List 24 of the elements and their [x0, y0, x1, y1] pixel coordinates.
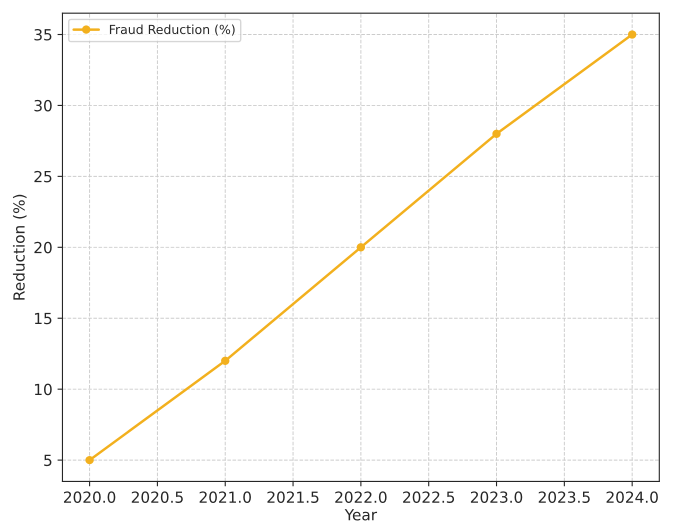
y-tick-label: 20 — [34, 242, 52, 254]
point — [628, 30, 636, 39]
y-tick-label: 10 — [34, 384, 52, 396]
x-tick-label: 2021.5 — [267, 491, 318, 503]
x-tick-label: 2023.0 — [470, 491, 522, 503]
x-tick-label: 2024.0 — [606, 491, 658, 503]
x-tick-label: 2020.5 — [132, 491, 183, 503]
y-tick-label: 5 — [44, 454, 52, 466]
point — [85, 456, 94, 464]
point — [492, 130, 501, 138]
y-tick-label: 30 — [34, 100, 52, 112]
y-axis-title: Reduction (%) — [12, 194, 27, 300]
legend-label: Fraud Reduction (%) — [110, 24, 235, 36]
x-tick-label: 2023.5 — [538, 491, 590, 503]
y-tick-label: 35 — [34, 28, 52, 41]
x-axis-title: Year — [344, 509, 378, 520]
x-tick-label: 2020.0 — [64, 491, 116, 503]
point — [221, 356, 230, 365]
y-tick-label: 25 — [34, 170, 52, 182]
x-tick-label: 2021.0 — [200, 491, 251, 503]
point — [356, 243, 366, 252]
y-tick-label: 15 — [34, 312, 52, 324]
x-tick-label: 2022.0 — [335, 491, 387, 503]
x-tick-label: 2022.5 — [403, 491, 454, 503]
